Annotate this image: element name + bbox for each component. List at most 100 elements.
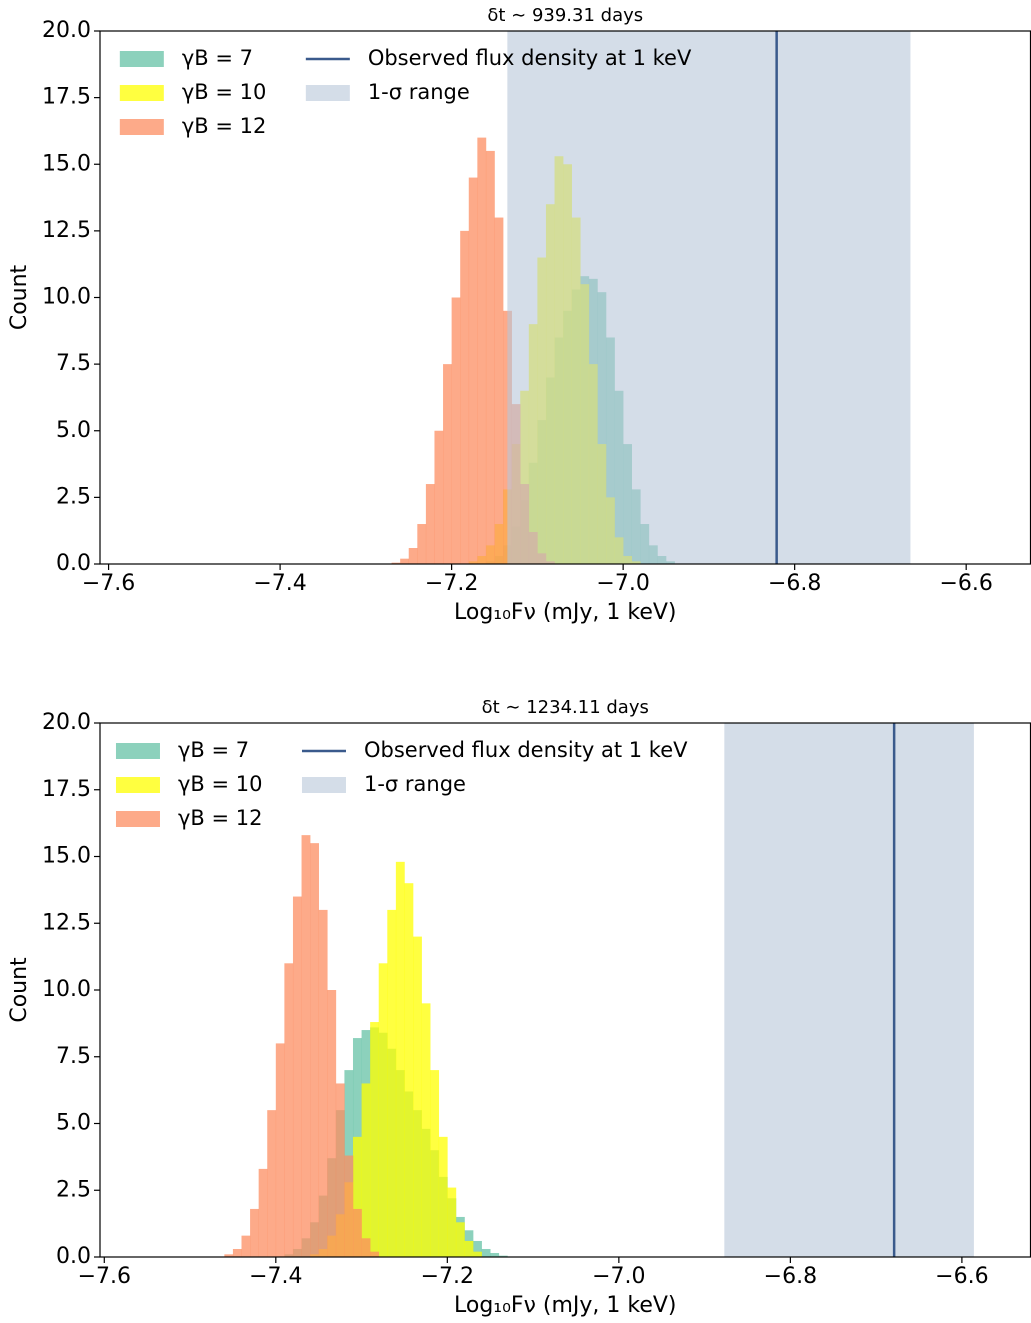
y-tick-label: 5.0	[56, 418, 91, 443]
x-tick-label: −7.2	[425, 571, 478, 596]
histogram-bar	[292, 896, 302, 1257]
y-tick-label: 20.0	[42, 710, 91, 735]
y-tick-label: 10.0	[42, 977, 91, 1002]
histogram-bar	[370, 1251, 380, 1257]
histogram-bar	[378, 963, 388, 1257]
legend-label: γB = 12	[178, 806, 263, 830]
histogram-bar	[413, 936, 422, 1257]
histogram-bar	[250, 1208, 259, 1257]
y-axis-label: Count	[7, 264, 32, 330]
y-tick-label: 15.0	[42, 844, 91, 869]
histogram-bar	[387, 909, 397, 1257]
histogram-bar	[400, 558, 410, 564]
histogram-bar	[301, 835, 311, 1257]
legend-label: γB = 10	[182, 80, 267, 104]
histogram-bar	[327, 990, 337, 1257]
chart-title: δt ∼ 1234.11 days	[482, 697, 649, 718]
y-tick-label: 0.0	[56, 551, 91, 576]
histogram-bar	[370, 1022, 380, 1257]
legend-swatch	[119, 51, 164, 67]
histogram-bar	[352, 1136, 362, 1257]
histogram-bar	[473, 1240, 482, 1257]
histogram-bar	[447, 1187, 457, 1257]
y-tick-label: 12.5	[42, 218, 91, 243]
histogram-bar	[430, 1070, 440, 1257]
histogram-bar	[404, 883, 414, 1257]
legend-label: Observed flux density at 1 keV	[364, 738, 688, 762]
y-tick-label: 17.5	[42, 777, 91, 802]
legend-swatch	[115, 811, 160, 827]
y-tick-label: 10.0	[42, 285, 91, 310]
histogram-bar	[464, 1240, 474, 1257]
y-tick-label: 2.5	[56, 1177, 91, 1202]
histogram-bar	[344, 1155, 354, 1257]
legend-label: 1-σ range	[364, 772, 466, 796]
legend-label: 1-σ range	[368, 80, 470, 104]
histogram-bar	[438, 1136, 448, 1257]
histogram-bar	[481, 1248, 491, 1257]
histogram-bar	[408, 548, 418, 564]
histogram-bar	[498, 1255, 508, 1257]
y-axis-label: Count	[7, 957, 32, 1023]
x-tick-label: −6.6	[939, 571, 992, 596]
x-tick-label: −7.2	[421, 1264, 474, 1289]
histogram-bar	[490, 1252, 500, 1257]
histogram-bar	[318, 909, 328, 1257]
y-tick-label: 17.5	[42, 85, 91, 110]
histogram-bar	[361, 1083, 371, 1257]
y-tick-label: 2.5	[56, 484, 91, 509]
histogram-bar	[391, 562, 401, 564]
y-tick-label: 15.0	[42, 151, 91, 176]
histogram-bar	[335, 1083, 345, 1257]
chart-title: δt ∼ 939.31 days	[487, 5, 643, 26]
legend-swatch	[119, 119, 164, 135]
histogram-bar	[361, 1238, 371, 1257]
sigma-range	[507, 31, 911, 564]
x-tick-label: −7.4	[249, 1264, 302, 1289]
histogram-bar	[352, 1208, 362, 1257]
histogram-bar	[468, 177, 478, 564]
y-tick-label: 20.0	[42, 18, 91, 43]
x-tick-label: −6.8	[764, 1264, 817, 1289]
legend-swatch	[305, 85, 350, 101]
histogram-bar	[425, 484, 435, 564]
histogram-bar	[485, 150, 495, 565]
legend-label: γB = 7	[182, 46, 253, 70]
histogram-bar	[443, 364, 452, 564]
histogram-bar	[258, 1168, 268, 1257]
y-tick-label: 0.0	[56, 1244, 91, 1269]
legend-label: Observed flux density at 1 keV	[368, 46, 692, 70]
histogram-bar	[477, 137, 487, 564]
x-tick-label: −7.0	[596, 571, 649, 596]
histogram-bar	[421, 1003, 431, 1257]
histogram-bar	[494, 217, 504, 565]
x-tick-label: −7.4	[253, 571, 306, 596]
sigma-range	[724, 723, 974, 1257]
x-tick-label: −7.6	[78, 1264, 131, 1289]
histogram-bar	[473, 1251, 482, 1257]
histogram-bar	[460, 230, 470, 564]
legend-label: γB = 10	[178, 772, 263, 796]
histogram-bar	[434, 430, 444, 564]
histogram-bar	[232, 1248, 242, 1257]
legend-label: γB = 12	[182, 114, 267, 138]
legend-swatch	[115, 743, 160, 759]
histogram-bar	[284, 963, 294, 1257]
x-tick-label: −7.6	[82, 571, 135, 596]
histogram-bar	[310, 843, 319, 1257]
histogram-bar	[267, 1110, 277, 1257]
legend-swatch	[115, 777, 160, 793]
y-tick-label: 7.5	[56, 1044, 91, 1069]
y-tick-label: 12.5	[42, 910, 91, 935]
histogram-bar	[275, 1043, 285, 1257]
legend-swatch	[119, 85, 164, 101]
histogram-bar	[241, 1235, 251, 1257]
y-tick-label: 7.5	[56, 351, 91, 376]
histogram-bar	[417, 524, 427, 564]
legend-swatch	[301, 777, 346, 793]
histogram-bar	[455, 1222, 465, 1257]
histogram-bar	[224, 1254, 234, 1257]
x-axis-label: Log₁₀Fν (mJy, 1 keV)	[454, 600, 677, 625]
histogram-bar	[451, 297, 461, 564]
